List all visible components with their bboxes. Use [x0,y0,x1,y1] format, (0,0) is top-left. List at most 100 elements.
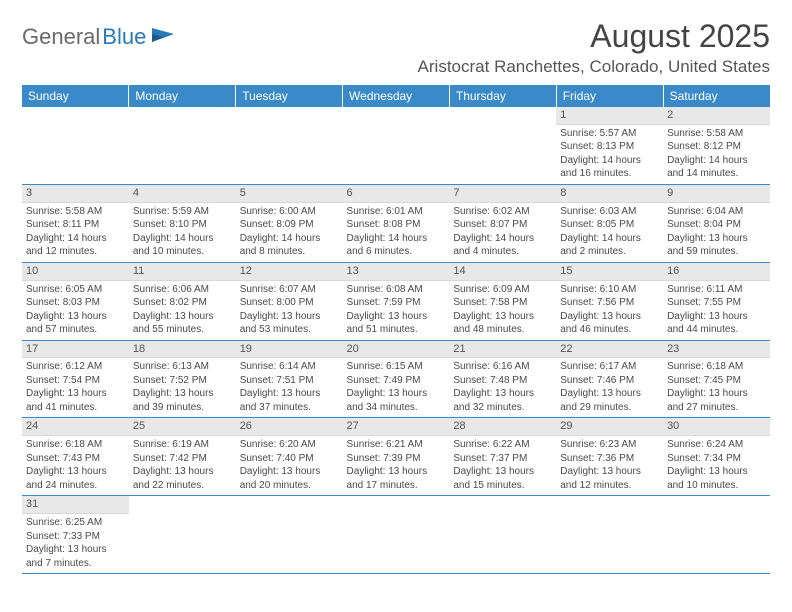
calendar-day-cell: 10Sunrise: 6:05 AMSunset: 8:03 PMDayligh… [22,262,129,340]
day-content: Sunrise: 6:09 AMSunset: 7:58 PMDaylight:… [449,281,556,340]
calendar-day-cell: 29Sunrise: 6:23 AMSunset: 7:36 PMDayligh… [556,418,663,496]
calendar-day-cell [236,107,343,184]
calendar-day-cell [449,107,556,184]
calendar-day-cell: 6Sunrise: 6:01 AMSunset: 8:08 PMDaylight… [343,184,450,262]
month-title: August 2025 [418,18,770,55]
calendar-week-row: 17Sunrise: 6:12 AMSunset: 7:54 PMDayligh… [22,340,770,418]
title-block: August 2025 Aristocrat Ranchettes, Color… [418,18,770,77]
day-number: 26 [236,418,343,436]
sunset-text: Sunset: 7:40 PM [240,452,339,466]
daylight-text: Daylight: 13 hours and 7 minutes. [26,543,125,570]
daylight-text: Daylight: 13 hours and 39 minutes. [133,387,232,414]
sunrise-text: Sunrise: 6:03 AM [560,205,659,219]
sunrise-text: Sunrise: 6:05 AM [26,283,125,297]
day-content: Sunrise: 6:18 AMSunset: 7:45 PMDaylight:… [663,358,770,417]
daylight-text: Daylight: 13 hours and 17 minutes. [347,465,446,492]
day-content: Sunrise: 6:10 AMSunset: 7:56 PMDaylight:… [556,281,663,340]
calendar-day-cell: 8Sunrise: 6:03 AMSunset: 8:05 PMDaylight… [556,184,663,262]
sunset-text: Sunset: 8:09 PM [240,218,339,232]
calendar-day-cell: 31Sunrise: 6:25 AMSunset: 7:33 PMDayligh… [22,496,129,574]
day-content: Sunrise: 6:04 AMSunset: 8:04 PMDaylight:… [663,203,770,262]
calendar-week-row: 31Sunrise: 6:25 AMSunset: 7:33 PMDayligh… [22,496,770,574]
day-number: 18 [129,341,236,359]
day-content: Sunrise: 6:02 AMSunset: 8:07 PMDaylight:… [449,203,556,262]
sunset-text: Sunset: 8:07 PM [453,218,552,232]
calendar-day-cell: 26Sunrise: 6:20 AMSunset: 7:40 PMDayligh… [236,418,343,496]
sunset-text: Sunset: 8:02 PM [133,296,232,310]
calendar-day-cell: 1Sunrise: 5:57 AMSunset: 8:13 PMDaylight… [556,107,663,184]
daylight-text: Daylight: 13 hours and 46 minutes. [560,310,659,337]
sunrise-text: Sunrise: 6:23 AM [560,438,659,452]
calendar-day-cell: 27Sunrise: 6:21 AMSunset: 7:39 PMDayligh… [343,418,450,496]
calendar-day-cell: 9Sunrise: 6:04 AMSunset: 8:04 PMDaylight… [663,184,770,262]
daylight-text: Daylight: 13 hours and 55 minutes. [133,310,232,337]
sunrise-text: Sunrise: 5:59 AM [133,205,232,219]
day-number: 8 [556,185,663,203]
sunset-text: Sunset: 7:45 PM [667,374,766,388]
daylight-text: Daylight: 13 hours and 20 minutes. [240,465,339,492]
day-number: 19 [236,341,343,359]
calendar-day-cell: 7Sunrise: 6:02 AMSunset: 8:07 PMDaylight… [449,184,556,262]
calendar-week-row: 3Sunrise: 5:58 AMSunset: 8:11 PMDaylight… [22,184,770,262]
calendar-day-cell: 12Sunrise: 6:07 AMSunset: 8:00 PMDayligh… [236,262,343,340]
day-number: 31 [22,496,129,514]
sunrise-text: Sunrise: 6:25 AM [26,516,125,530]
daylight-text: Daylight: 13 hours and 41 minutes. [26,387,125,414]
weekday-header-row: Sunday Monday Tuesday Wednesday Thursday… [22,85,770,107]
sunset-text: Sunset: 8:11 PM [26,218,125,232]
day-number: 28 [449,418,556,436]
sunrise-text: Sunrise: 6:10 AM [560,283,659,297]
day-content: Sunrise: 6:16 AMSunset: 7:48 PMDaylight:… [449,358,556,417]
weekday-header: Saturday [663,85,770,107]
sunset-text: Sunset: 7:49 PM [347,374,446,388]
sunrise-text: Sunrise: 6:19 AM [133,438,232,452]
day-content: Sunrise: 6:00 AMSunset: 8:09 PMDaylight:… [236,203,343,262]
daylight-text: Daylight: 13 hours and 37 minutes. [240,387,339,414]
day-content: Sunrise: 5:58 AMSunset: 8:11 PMDaylight:… [22,203,129,262]
sunrise-text: Sunrise: 6:15 AM [347,360,446,374]
calendar-day-cell: 11Sunrise: 6:06 AMSunset: 8:02 PMDayligh… [129,262,236,340]
day-number: 14 [449,263,556,281]
logo: General Blue [22,24,176,50]
weekday-header: Tuesday [236,85,343,107]
logo-flag-icon [150,26,176,49]
sunset-text: Sunset: 7:54 PM [26,374,125,388]
calendar-day-cell: 14Sunrise: 6:09 AMSunset: 7:58 PMDayligh… [449,262,556,340]
calendar-week-row: 1Sunrise: 5:57 AMSunset: 8:13 PMDaylight… [22,107,770,184]
day-number: 6 [343,185,450,203]
calendar-day-cell: 5Sunrise: 6:00 AMSunset: 8:09 PMDaylight… [236,184,343,262]
day-content: Sunrise: 6:21 AMSunset: 7:39 PMDaylight:… [343,436,450,495]
sunset-text: Sunset: 7:48 PM [453,374,552,388]
sunset-text: Sunset: 7:43 PM [26,452,125,466]
daylight-text: Daylight: 14 hours and 8 minutes. [240,232,339,259]
daylight-text: Daylight: 13 hours and 53 minutes. [240,310,339,337]
calendar-day-cell [556,496,663,574]
day-content: Sunrise: 5:57 AMSunset: 8:13 PMDaylight:… [556,125,663,184]
calendar-day-cell: 21Sunrise: 6:16 AMSunset: 7:48 PMDayligh… [449,340,556,418]
calendar-day-cell: 30Sunrise: 6:24 AMSunset: 7:34 PMDayligh… [663,418,770,496]
calendar-day-cell [663,496,770,574]
day-content: Sunrise: 6:20 AMSunset: 7:40 PMDaylight:… [236,436,343,495]
weekday-header: Friday [556,85,663,107]
sunrise-text: Sunrise: 6:24 AM [667,438,766,452]
day-number: 12 [236,263,343,281]
sunrise-text: Sunrise: 6:20 AM [240,438,339,452]
day-content: Sunrise: 6:13 AMSunset: 7:52 PMDaylight:… [129,358,236,417]
day-content: Sunrise: 6:12 AMSunset: 7:54 PMDaylight:… [22,358,129,417]
calendar-day-cell: 20Sunrise: 6:15 AMSunset: 7:49 PMDayligh… [343,340,450,418]
daylight-text: Daylight: 13 hours and 22 minutes. [133,465,232,492]
sunrise-text: Sunrise: 6:02 AM [453,205,552,219]
day-number: 13 [343,263,450,281]
calendar-day-cell: 3Sunrise: 5:58 AMSunset: 8:11 PMDaylight… [22,184,129,262]
day-number: 17 [22,341,129,359]
daylight-text: Daylight: 13 hours and 57 minutes. [26,310,125,337]
day-content: Sunrise: 6:07 AMSunset: 8:00 PMDaylight:… [236,281,343,340]
day-number: 4 [129,185,236,203]
calendar-day-cell: 25Sunrise: 6:19 AMSunset: 7:42 PMDayligh… [129,418,236,496]
daylight-text: Daylight: 13 hours and 10 minutes. [667,465,766,492]
sunrise-text: Sunrise: 5:58 AM [667,127,766,141]
sunset-text: Sunset: 7:51 PM [240,374,339,388]
sunset-text: Sunset: 8:00 PM [240,296,339,310]
daylight-text: Daylight: 14 hours and 12 minutes. [26,232,125,259]
sunrise-text: Sunrise: 6:14 AM [240,360,339,374]
